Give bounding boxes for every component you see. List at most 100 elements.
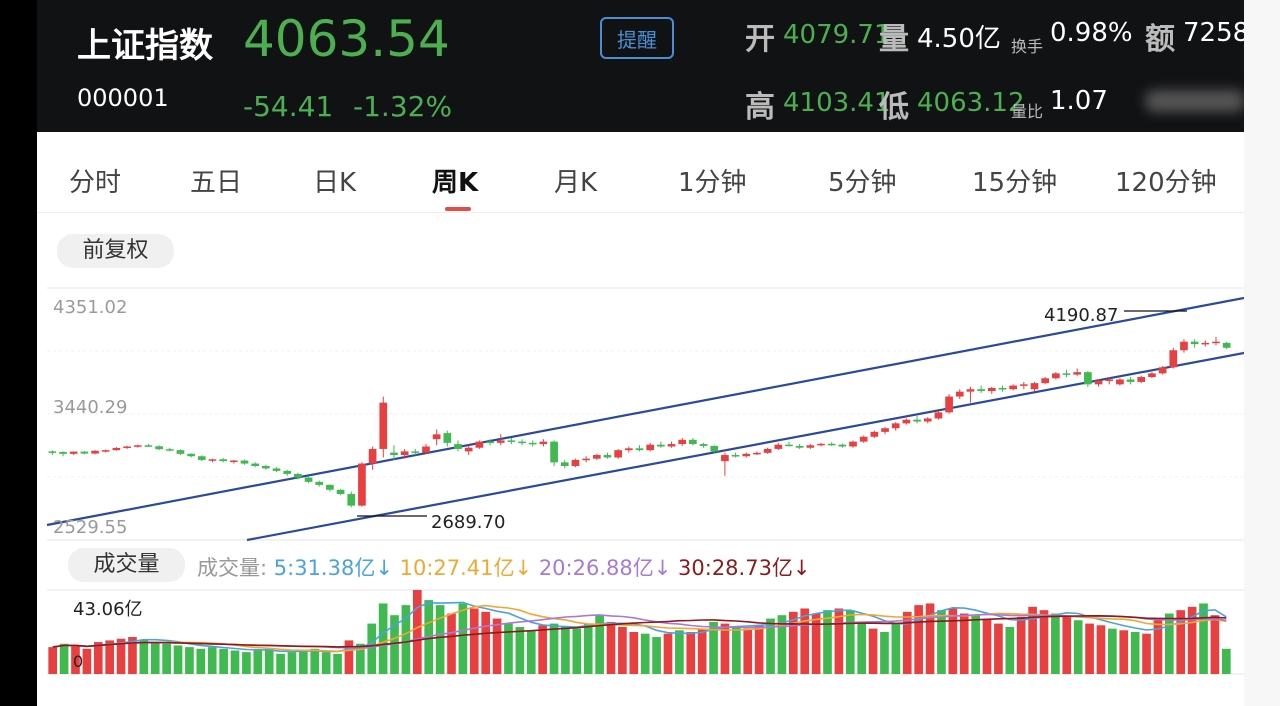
volume-value: 4.50亿 bbox=[917, 24, 1001, 54]
tab-five-day[interactable]: 五日 bbox=[190, 168, 243, 198]
tab-5-minute[interactable]: 5分钟 bbox=[828, 168, 897, 198]
volume-bar bbox=[492, 618, 502, 674]
volume-bar bbox=[481, 611, 491, 674]
volume-bar bbox=[1016, 616, 1026, 674]
candle-body bbox=[1190, 341, 1199, 345]
y-tick-low: 2529.55 bbox=[53, 517, 127, 538]
candle-body bbox=[496, 440, 505, 443]
channel-lower-line bbox=[246, 351, 1244, 542]
candle-body bbox=[144, 445, 153, 447]
candle-body bbox=[528, 442, 537, 445]
volume-bar bbox=[1051, 613, 1060, 674]
candle-body bbox=[379, 402, 388, 449]
price-adjust-button[interactable]: 前复权 bbox=[57, 234, 174, 268]
volume-bar bbox=[697, 628, 707, 674]
right-edge-panel bbox=[1244, 0, 1280, 706]
low-label: 低 bbox=[879, 90, 909, 125]
volume-ma20: 20:26.88亿↓ bbox=[538, 556, 672, 580]
candle-body bbox=[753, 452, 761, 455]
candle-body bbox=[304, 477, 313, 482]
tab-120-minute[interactable]: 120分钟 bbox=[1115, 168, 1217, 198]
candle-body bbox=[59, 451, 67, 454]
tab-intraday[interactable]: 分时 bbox=[69, 168, 122, 198]
volume-bar bbox=[310, 648, 320, 674]
candle-body bbox=[603, 455, 612, 458]
candle-body bbox=[699, 444, 708, 446]
candle-body bbox=[923, 418, 932, 422]
volume-bar bbox=[948, 608, 958, 674]
candle-body bbox=[347, 494, 356, 506]
candle-body bbox=[422, 446, 430, 453]
volume-bar bbox=[891, 623, 901, 674]
candle-body bbox=[1201, 342, 1210, 345]
candle-body bbox=[1030, 383, 1039, 390]
candle-body bbox=[91, 450, 99, 454]
volume-bar bbox=[1142, 633, 1151, 674]
candle-body bbox=[998, 388, 1007, 390]
volume-bar bbox=[902, 611, 912, 674]
candle-body bbox=[539, 441, 548, 445]
candle-body bbox=[1084, 372, 1092, 385]
volume-bar bbox=[1119, 630, 1129, 674]
volume-bar bbox=[754, 625, 764, 674]
y-tick-high: 4351.02 bbox=[53, 297, 127, 318]
volume-bar bbox=[378, 603, 388, 674]
volume-bar bbox=[356, 643, 365, 674]
tab-1-minute[interactable]: 1分钟 bbox=[678, 168, 747, 198]
volume-bar bbox=[1108, 628, 1117, 674]
tab-weekly-k[interactable]: 周K bbox=[432, 168, 479, 198]
volume-bar bbox=[1005, 626, 1015, 674]
open-value: 4079.71 bbox=[783, 20, 891, 50]
high-label: 高 bbox=[745, 90, 775, 125]
candle-body bbox=[390, 452, 398, 456]
volume-bar bbox=[880, 632, 889, 674]
volume-bar bbox=[572, 628, 582, 674]
candle-body bbox=[592, 455, 601, 459]
volume-bar bbox=[823, 610, 832, 674]
candle-body bbox=[849, 441, 857, 447]
candle-body bbox=[1148, 373, 1156, 378]
tab-15-minute[interactable]: 15分钟 bbox=[972, 168, 1058, 198]
price-change-percent: -1.32% bbox=[353, 90, 453, 123]
tab-daily-k[interactable]: 日K bbox=[313, 168, 357, 198]
candle-body bbox=[635, 448, 644, 451]
volume-bar bbox=[1165, 613, 1174, 674]
candle-body bbox=[614, 450, 622, 458]
volume-bar bbox=[1039, 610, 1049, 674]
volume-bar bbox=[811, 613, 821, 674]
volume-bar bbox=[207, 647, 217, 674]
candle-body bbox=[1094, 380, 1103, 385]
candle-body bbox=[400, 451, 409, 456]
volume-bar bbox=[344, 640, 354, 674]
candle-body bbox=[838, 444, 847, 447]
volume-bar bbox=[1073, 620, 1083, 674]
volume-bar bbox=[845, 610, 855, 674]
volume-ma10-line bbox=[52, 604, 1227, 653]
channel-upper-line bbox=[46, 296, 1244, 527]
candle-body bbox=[742, 453, 751, 457]
volume-bar bbox=[663, 633, 673, 674]
candle-body bbox=[710, 445, 719, 452]
candle-body bbox=[358, 463, 366, 506]
volume-bar bbox=[321, 652, 331, 674]
price-annotations bbox=[357, 310, 1187, 517]
volume-ma30-line bbox=[52, 614, 1227, 648]
amount-label: 额 bbox=[1145, 22, 1175, 57]
tab-monthly-k[interactable]: 月K bbox=[554, 168, 598, 198]
volume-bar bbox=[583, 623, 593, 674]
candle-body bbox=[315, 481, 324, 485]
volume-indicator-button[interactable]: 成交量 bbox=[68, 548, 185, 582]
turnover-label: 换手 bbox=[1011, 37, 1044, 56]
candle-body bbox=[945, 396, 953, 413]
volume-bar bbox=[105, 640, 114, 674]
candle-body bbox=[123, 446, 131, 449]
candle-body bbox=[785, 444, 793, 447]
candle-body bbox=[1009, 385, 1017, 390]
candle-body bbox=[165, 449, 174, 451]
candle-body bbox=[240, 460, 249, 464]
alert-button[interactable]: 提醒 bbox=[600, 17, 674, 59]
volume-bar bbox=[287, 652, 297, 674]
volume-bar bbox=[128, 637, 137, 674]
volume-bar bbox=[333, 653, 342, 674]
candle-body bbox=[1180, 341, 1188, 351]
